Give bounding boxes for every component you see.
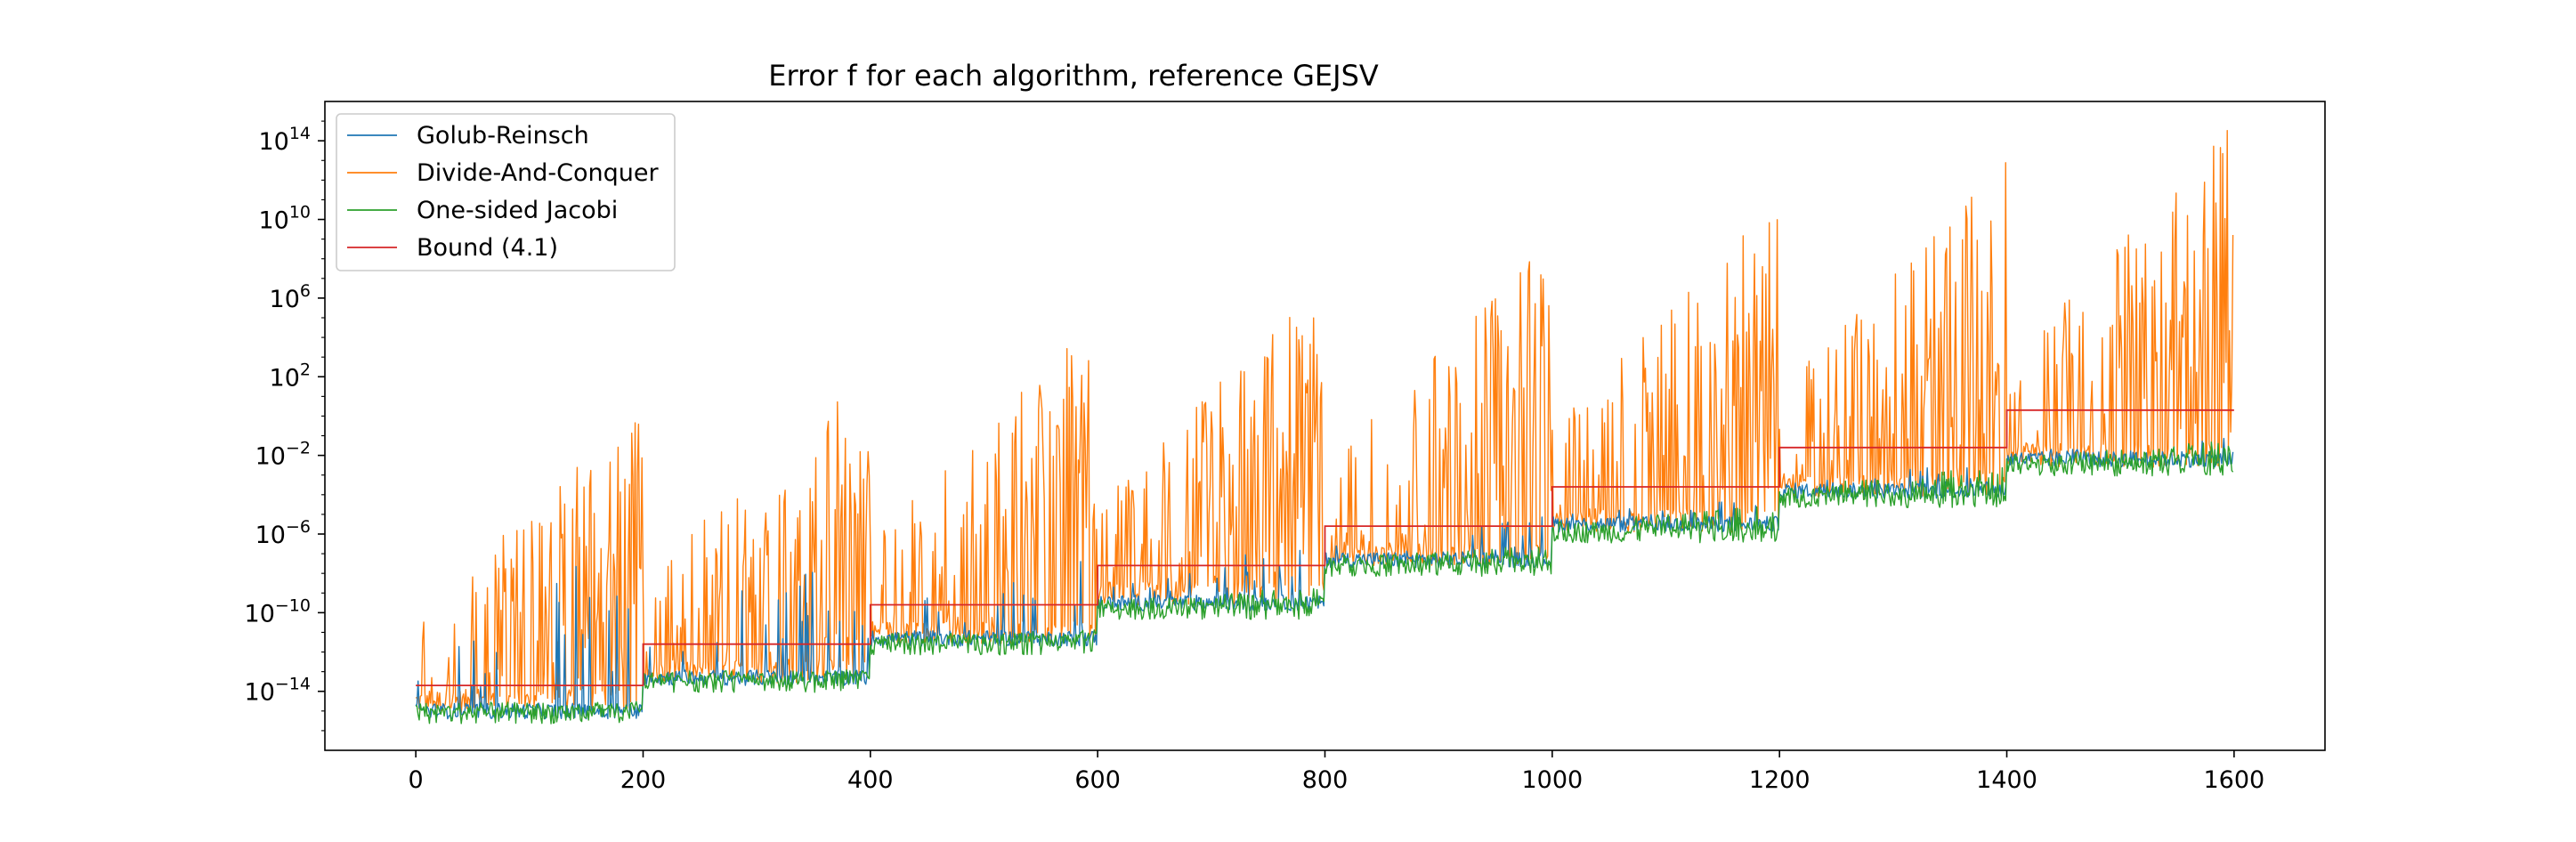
y-tick-exponent: −10 — [275, 595, 311, 615]
y-tick-exponent: 2 — [300, 360, 311, 379]
y-tick-exponent: −14 — [275, 675, 311, 694]
y-tick-exponent: 6 — [300, 281, 311, 301]
legend-label: One-sided Jacobi — [417, 197, 618, 224]
legend-label: Bound (4.1) — [417, 234, 558, 262]
y-tick-base: 10 — [245, 679, 275, 707]
series-line-one-sided-jacobi — [415, 441, 2234, 725]
x-tick-label: 800 — [1302, 766, 1349, 794]
y-tick-label: 1014 — [258, 124, 311, 156]
y-tick-exponent: −2 — [286, 439, 311, 458]
x-tick-label: 0 — [409, 766, 424, 794]
y-tick-base: 10 — [255, 443, 286, 471]
y-tick-base: 10 — [270, 364, 300, 392]
y-tick-label: 10−10 — [245, 595, 311, 627]
x-tick-label: 200 — [620, 766, 667, 794]
y-tick-base: 10 — [258, 128, 288, 156]
y-tick-label: 10−2 — [255, 439, 311, 471]
x-tick-label: 1400 — [1976, 766, 2037, 794]
legend-label: Divide-And-Conquer — [417, 159, 659, 187]
y-tick-exponent: 10 — [289, 203, 311, 223]
y-tick-label: 102 — [270, 360, 311, 392]
series-line-bound — [416, 409, 2234, 686]
x-tick-label: 600 — [1074, 766, 1121, 794]
x-tick-label: 1000 — [1521, 766, 1583, 794]
y-tick-base: 10 — [255, 522, 286, 549]
x-tick-label: 400 — [847, 766, 894, 794]
y-tick-label: 1010 — [258, 203, 311, 235]
x-tick-label: 1600 — [2204, 766, 2265, 794]
y-tick-label: 10−14 — [245, 675, 311, 707]
y-tick-base: 10 — [270, 286, 300, 313]
y-tick-exponent: 14 — [289, 124, 311, 143]
y-tick-label: 10−6 — [255, 517, 311, 549]
axes: 0 200 400 600 800 1000 1200 1400 160010−1410−101… — [245, 101, 2326, 794]
legend: Golub-Reinsch Divide-And-Conquer One-sided… — [336, 113, 676, 271]
plot-area — [415, 130, 2234, 725]
y-tick-base: 10 — [245, 600, 275, 627]
y-tick-label: 106 — [270, 281, 311, 313]
chart-title: Error f for each algorithm, reference GE… — [768, 59, 1379, 93]
x-tick-label: 1200 — [1749, 766, 1810, 794]
y-tick-base: 10 — [258, 207, 288, 235]
y-tick-exponent: −6 — [286, 517, 311, 537]
legend-box — [336, 113, 676, 271]
legend-label: Golub-Reinsch — [417, 122, 589, 150]
